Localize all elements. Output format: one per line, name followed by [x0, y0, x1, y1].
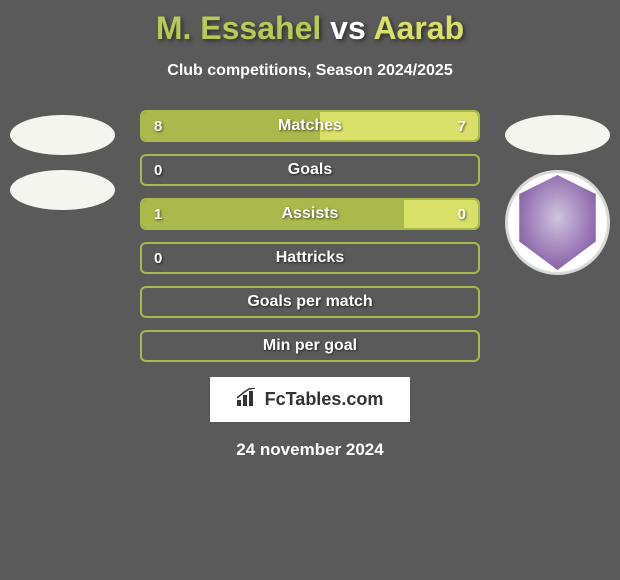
stat-row: 10Assists: [140, 198, 480, 230]
footer-date: 24 november 2024: [236, 440, 383, 460]
footer-logo: FcTables.com: [210, 377, 410, 422]
stat-row: Goals per match: [140, 286, 480, 318]
stat-row: 0Hattricks: [140, 242, 480, 274]
stat-row: 87Matches: [140, 110, 480, 142]
stat-rows: 87Matches 0Goals 10Assists 0Hattricks Goals …: [140, 110, 480, 362]
footer-logo-text: FcTables.com: [265, 389, 384, 410]
player1-badges: [10, 115, 115, 225]
player2-badges: [505, 115, 610, 275]
player2-name: Aarab: [373, 10, 464, 46]
stat-label: Min per goal: [142, 337, 478, 355]
stat-label: Goals per match: [142, 293, 478, 311]
stat-row: Min per goal: [140, 330, 480, 362]
stat-label: Assists: [142, 205, 478, 223]
stat-label: Matches: [142, 117, 478, 135]
club-shield-icon: [515, 175, 600, 270]
subtitle: Club competitions, Season 2024/2025: [167, 62, 452, 80]
player1-name: M. Essahel: [156, 10, 321, 46]
stat-label: Hattricks: [142, 249, 478, 267]
vs-text: vs: [330, 10, 366, 46]
player1-badge-1: [10, 115, 115, 155]
chart-icon: [237, 388, 259, 411]
comparison-title: M. Essahel vs Aarab: [156, 10, 464, 47]
player1-badge-2: [10, 170, 115, 210]
player2-badge-1: [505, 115, 610, 155]
stat-label: Goals: [142, 161, 478, 179]
player2-club-emblem: [505, 170, 610, 275]
stat-row: 0Goals: [140, 154, 480, 186]
